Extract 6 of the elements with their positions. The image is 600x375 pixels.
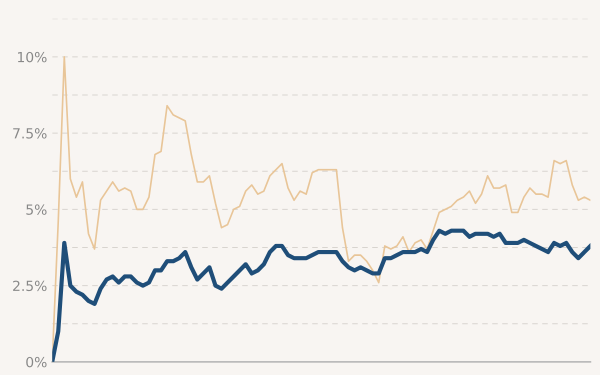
y-tick-label: 2.5% [13, 280, 47, 292]
line-series [52, 228, 590, 362]
y-tick-label: 5% [26, 204, 47, 215]
y-tick-label: 10% [18, 52, 47, 62]
y-tick-label: 0% [26, 356, 47, 368]
y-tick-label: 7.5% [13, 128, 47, 139]
